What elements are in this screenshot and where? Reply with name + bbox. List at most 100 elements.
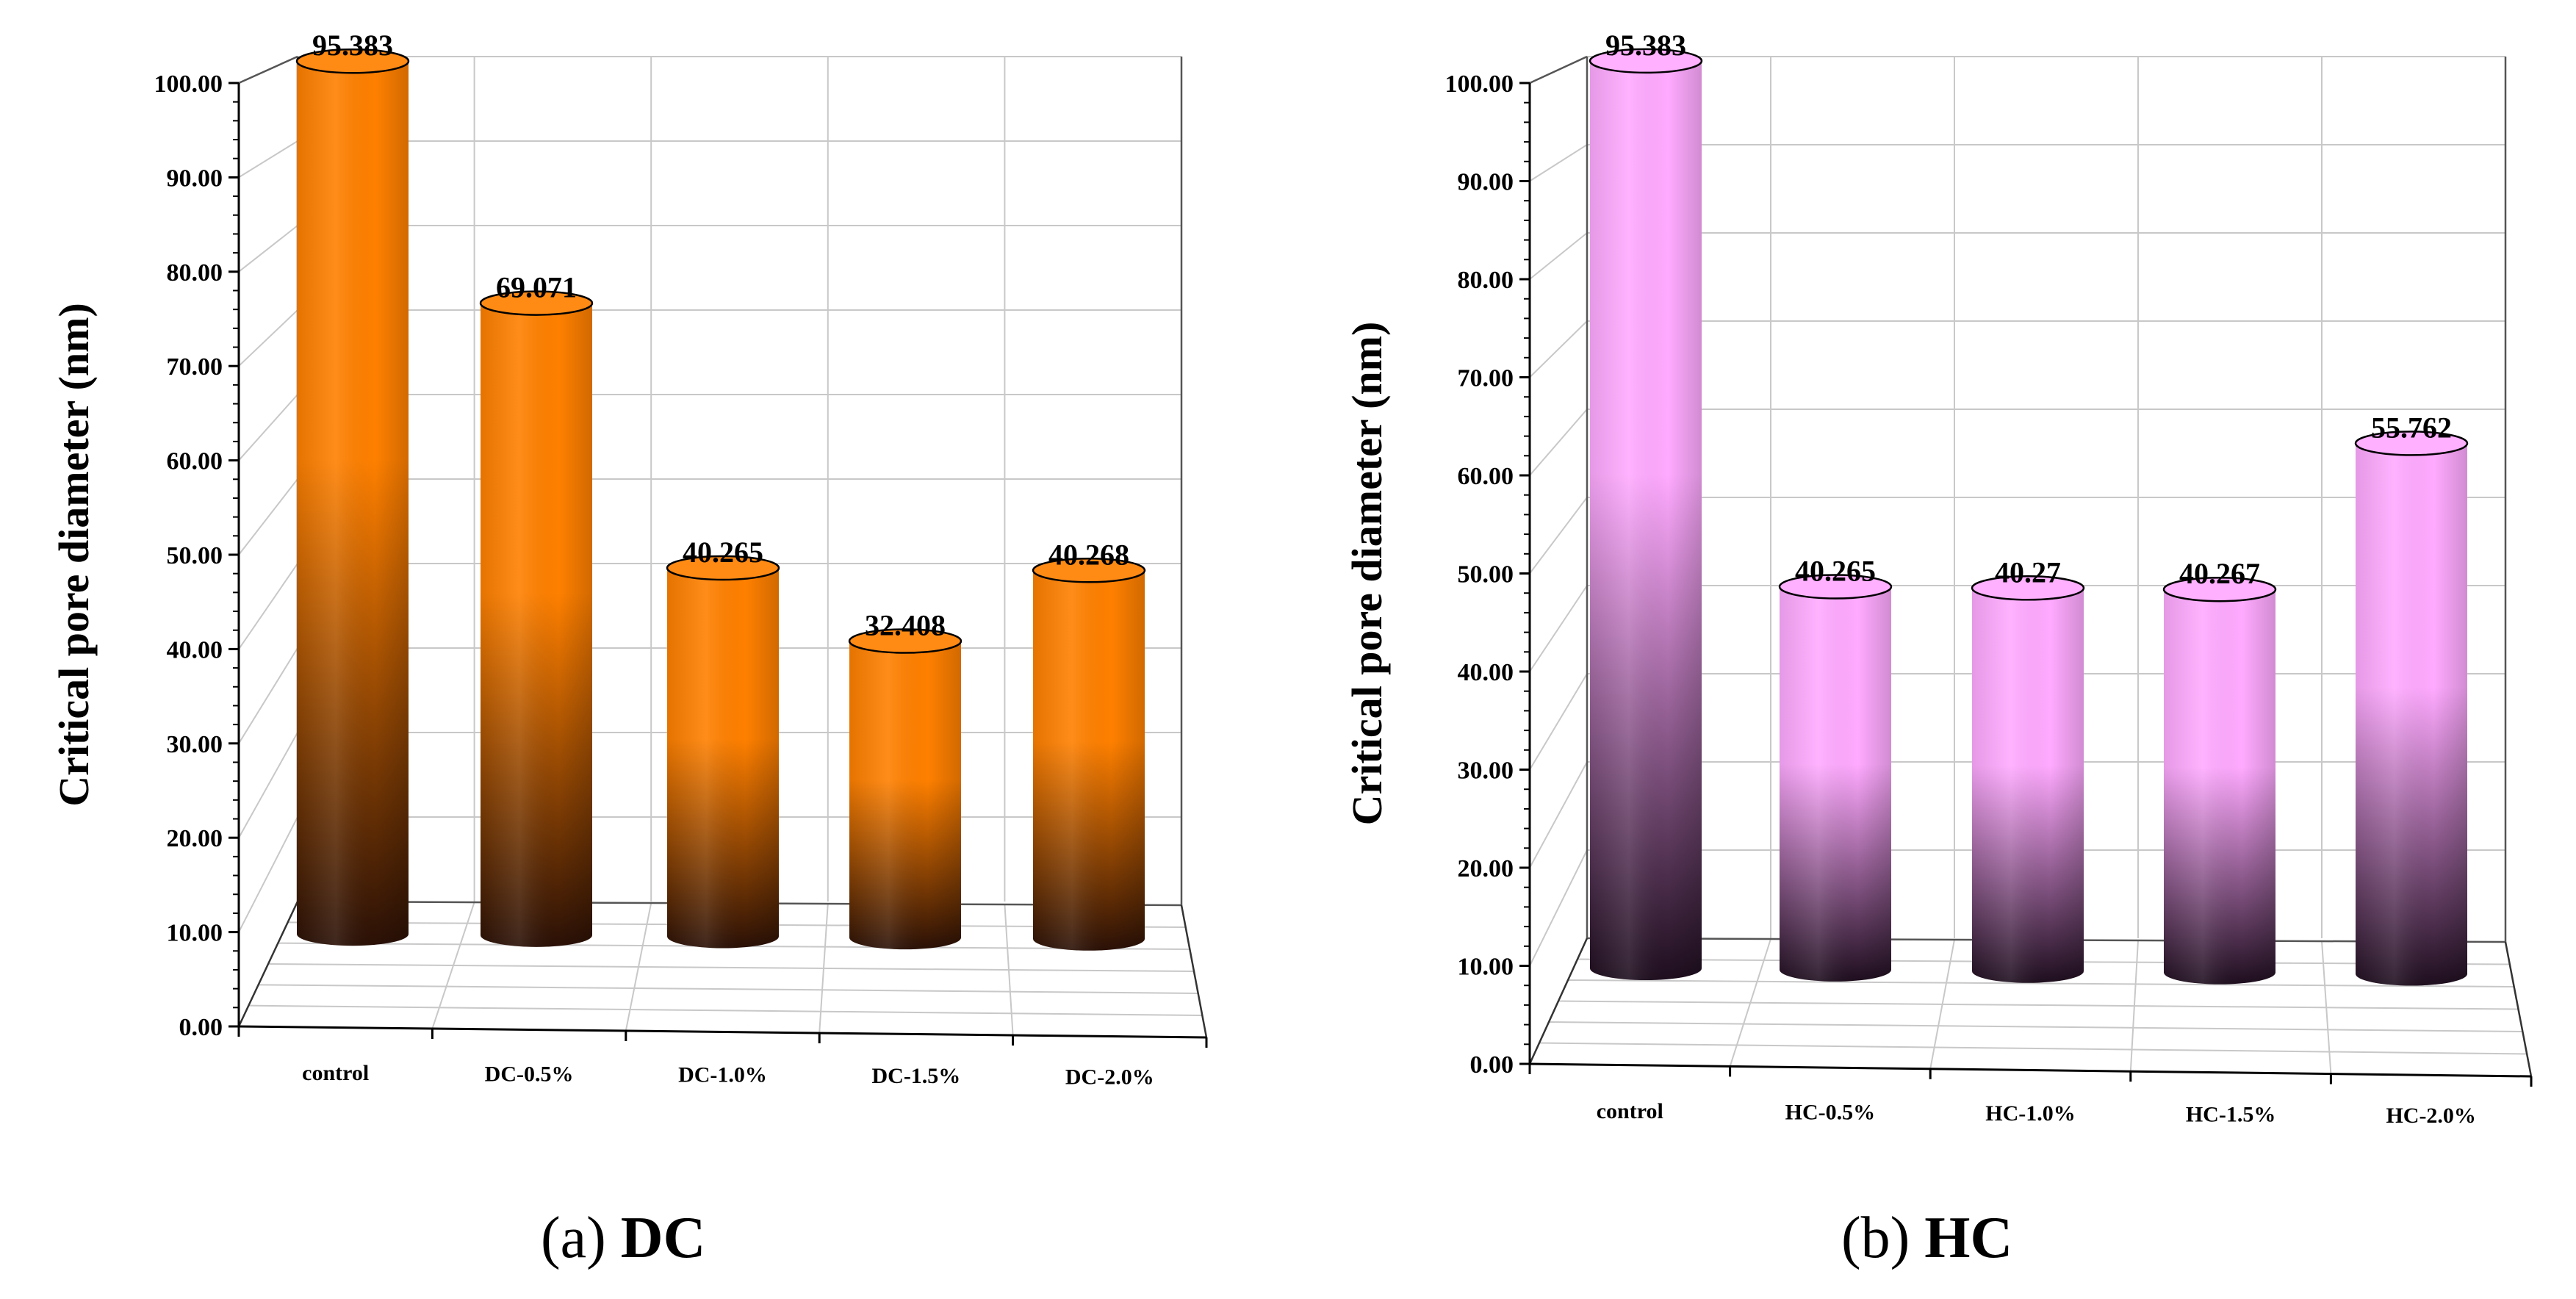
bar-shading — [1780, 586, 1891, 982]
bar-shading — [667, 568, 779, 949]
floor-depthline — [1558, 1000, 2519, 1010]
y-tick-label: 90.00 — [1458, 169, 1514, 196]
y-tick-label: 100.00 — [1445, 71, 1514, 98]
side-gridline — [238, 647, 298, 744]
side-gridline — [238, 816, 298, 933]
y-tick-label: 40.00 — [1458, 659, 1514, 686]
bar-DC-0.5%: 69.071 — [479, 271, 594, 947]
bar-DC-1.0%: 40.265 — [666, 536, 780, 949]
bar-value-label: 40.267 — [2179, 557, 2260, 590]
side-gridline — [1529, 849, 1588, 966]
bar-value-label: 95.383 — [312, 29, 393, 62]
y-tick-label: 30.00 — [167, 731, 223, 758]
side-gridline — [238, 140, 298, 179]
side-gridline — [1529, 585, 1588, 672]
floor-left-edge — [237, 901, 299, 1027]
floor-right-edge — [1180, 904, 1208, 1038]
y-tick-label: 60.00 — [167, 448, 223, 475]
side-gridline — [238, 394, 298, 461]
bar-control: 95.383 — [1589, 29, 1703, 981]
y-tick-label: 20.00 — [167, 825, 223, 852]
bar-value-label: 32.408 — [865, 609, 946, 642]
floor-depthline — [1567, 979, 2514, 987]
x-tick-label: HC-1.5% — [2186, 1103, 2276, 1127]
side-gridline — [238, 732, 298, 838]
y-axis: 0.00 10.00 20.00 30.00 40.00 50.00 60.00 70.00 8… — [154, 71, 239, 1041]
grid — [238, 56, 1207, 1038]
y-tick-label: 70.00 — [167, 353, 223, 381]
bar-cap — [1971, 575, 2085, 601]
side-gridline — [238, 563, 298, 650]
bar-DC-1.5%: 32.408 — [848, 609, 963, 950]
bar-cap — [1778, 574, 1893, 600]
bar-shading — [1033, 570, 1145, 951]
y-tick-label: 20.00 — [1458, 855, 1514, 882]
bar-value-label: 40.268 — [1048, 538, 1129, 571]
bar-value-label: 69.071 — [496, 271, 577, 304]
bars: 95.383 69.071 40.265 32.408 40.268 — [295, 29, 1146, 951]
top-left-edge — [238, 55, 298, 84]
bar-HC-1.5%: 40.267 — [2162, 557, 2277, 985]
x-tick-label: DC-2.0% — [1065, 1065, 1154, 1089]
bar-value-label: 40.265 — [683, 536, 763, 569]
bar-cap — [295, 48, 410, 74]
x-tick-label: HC-2.0% — [2386, 1104, 2476, 1128]
bar-shading — [297, 61, 409, 946]
bar-value-label: 40.27 — [1995, 555, 2061, 589]
caption-dc-label: (a) — [541, 1206, 606, 1270]
y-tick-label: 0.00 — [179, 1014, 223, 1041]
x-tick-label: DC-1.0% — [678, 1063, 767, 1087]
bar-cap — [479, 290, 594, 316]
bar-cap — [1589, 48, 1703, 74]
y-tick-label: 50.00 — [167, 542, 223, 569]
y-tick-label: 90.00 — [167, 165, 223, 192]
y-tick-label: 10.00 — [167, 920, 223, 947]
bar-shading — [481, 303, 592, 947]
bar-cap — [1032, 558, 1146, 583]
floor-depthline — [258, 984, 1198, 994]
bar-control: 95.383 — [295, 29, 410, 946]
chart-hc: 0.00 10.00 20.00 30.00 40.00 50.00 60.00 70.00 8… — [1343, 29, 2533, 1128]
y-axis-title: Critical pore diameter (nm) — [1343, 322, 1391, 826]
x-axis: control HC-0.5% HC-1.0% HC-1.5% HC-2.0% — [1528, 1064, 2533, 1128]
bar-DC-2.0%: 40.268 — [1032, 538, 1146, 951]
x-tick-label: DC-0.5% — [485, 1062, 574, 1086]
side-gridline — [238, 478, 298, 555]
bar-cap — [2162, 576, 2277, 602]
top-left-edge — [1529, 55, 1588, 84]
bar-shading — [2356, 443, 2467, 986]
floor-right-edge — [2504, 941, 2533, 1077]
floor-depthline — [267, 963, 1195, 972]
side-gridline — [1529, 497, 1588, 575]
x-tick-label: HC-1.0% — [1985, 1101, 2076, 1126]
y-tick-label: 50.00 — [1458, 561, 1514, 589]
floor-depthline — [248, 1004, 1203, 1016]
y-tick-label: 100.00 — [154, 71, 223, 98]
side-gridline — [238, 225, 298, 273]
bar-cap — [666, 555, 780, 581]
y-tick-label: 80.00 — [167, 259, 223, 287]
y-tick-label: 80.00 — [1458, 267, 1514, 294]
side-gridline — [1529, 144, 1588, 182]
bars: 95.383 40.265 40.27 40.267 55.762 — [1589, 29, 2469, 986]
chart-dc: 0.00 10.00 20.00 30.00 40.00 50.00 60.00 70.00 8… — [50, 29, 1208, 1089]
floor-left-edge — [1528, 938, 1589, 1065]
x-tick-label: HC-0.5% — [1785, 1101, 1876, 1125]
side-gridline — [1529, 761, 1588, 868]
y-tick-label: 60.00 — [1458, 463, 1514, 490]
x-axis-line — [238, 1025, 1207, 1039]
side-gridline — [1529, 673, 1588, 771]
side-gridline — [1529, 320, 1588, 378]
y-tick-label: 0.00 — [1470, 1051, 1514, 1079]
y-axis: 0.00 10.00 20.00 30.00 40.00 50.00 60.00 70.00 8… — [1445, 71, 1530, 1079]
side-gridline — [1529, 232, 1588, 280]
x-tick-label: control — [302, 1061, 369, 1085]
side-gridline — [238, 309, 298, 367]
bar-shading — [849, 641, 961, 950]
y-tick-label: 10.00 — [1458, 954, 1514, 981]
caption-hc-label: (b) — [1841, 1206, 1910, 1270]
bar-HC-0.5%: 40.265 — [1778, 554, 1893, 982]
x-tick-label: DC-1.5% — [871, 1064, 960, 1088]
bar-shading — [2164, 589, 2275, 985]
